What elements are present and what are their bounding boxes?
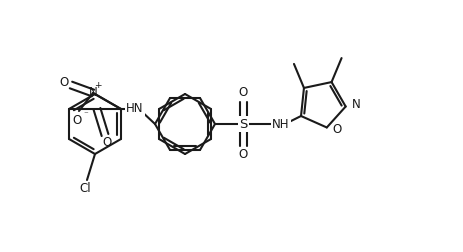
Text: O: O bbox=[333, 123, 342, 136]
Text: O: O bbox=[238, 148, 248, 162]
Text: O: O bbox=[102, 137, 112, 149]
Text: O: O bbox=[238, 86, 248, 100]
Text: S: S bbox=[239, 117, 247, 131]
Text: ⁻: ⁻ bbox=[84, 110, 88, 119]
Text: N: N bbox=[88, 86, 97, 100]
Text: Cl: Cl bbox=[79, 182, 91, 196]
Text: O: O bbox=[59, 77, 69, 89]
Text: O: O bbox=[72, 113, 81, 127]
Text: N: N bbox=[352, 98, 360, 111]
Text: +: + bbox=[94, 81, 102, 90]
Text: NH: NH bbox=[272, 117, 289, 131]
Text: HN: HN bbox=[126, 102, 144, 114]
